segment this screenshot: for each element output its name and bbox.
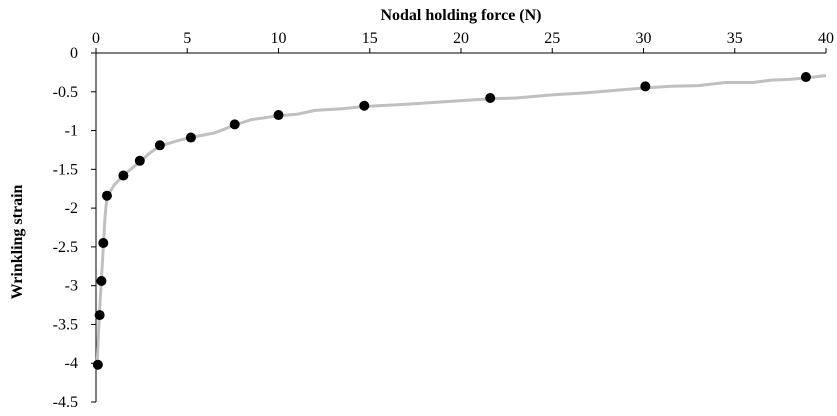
data-point — [185, 132, 196, 143]
data-point — [118, 170, 129, 181]
plot-area — [92, 72, 827, 370]
data-point — [485, 92, 496, 103]
data-point — [229, 119, 240, 130]
data-point — [154, 140, 165, 151]
y-tick-label: -3 — [65, 278, 78, 295]
data-point — [96, 276, 107, 287]
data-point — [134, 155, 145, 166]
y-tick-label: -1 — [65, 123, 78, 140]
x-tick-label: 25 — [544, 30, 560, 47]
y-axis-title: Wrinkling strain — [9, 184, 26, 299]
data-point — [94, 310, 105, 321]
data-point — [359, 100, 370, 111]
y-tick-label: -4 — [65, 355, 78, 372]
data-point — [92, 359, 103, 370]
y-tick-label: -2.5 — [53, 239, 78, 256]
y-tick-label: -2 — [65, 200, 78, 217]
y-tick-label: 0 — [70, 45, 78, 62]
y-axis: 0 -0.5 -1 -1.5 -2 -2.5 -3 -3.5 -4 -4.5 — [53, 45, 97, 411]
trend-line — [95, 74, 827, 370]
x-tick-label: 15 — [362, 30, 378, 47]
x-tick-label: 35 — [727, 30, 743, 47]
data-point — [800, 72, 811, 83]
x-axis-title: Nodal holding force (N) — [380, 7, 541, 24]
data-point — [98, 238, 109, 249]
y-tick-label: -3.5 — [53, 316, 78, 333]
data-point — [640, 81, 651, 92]
x-tick-label: 0 — [92, 30, 100, 47]
y-tick-label: -0.5 — [53, 84, 78, 101]
x-axis: 0 5 10 15 20 25 30 35 40 — [92, 30, 834, 54]
y-tick-label: -1.5 — [53, 161, 78, 178]
y-tick-label: -4.5 — [53, 394, 78, 411]
x-tick-label: 40 — [818, 30, 834, 47]
x-tick-label: 30 — [636, 30, 652, 47]
x-tick-label: 10 — [271, 30, 287, 47]
data-point — [101, 190, 112, 201]
x-tick-label: 5 — [183, 30, 191, 47]
x-tick-label: 20 — [453, 30, 469, 47]
data-point — [273, 110, 284, 121]
